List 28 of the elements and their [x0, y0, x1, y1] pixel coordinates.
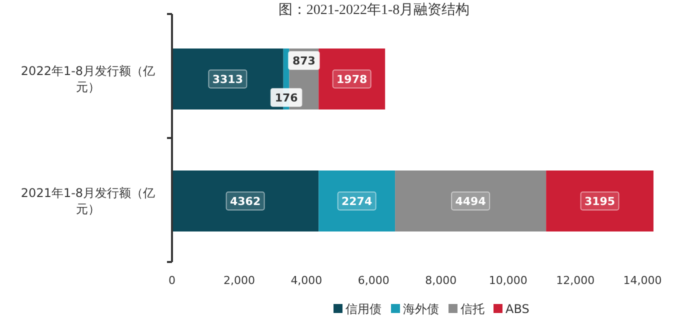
bar [172, 170, 319, 232]
x-tick-label: 8,000 [425, 274, 457, 287]
y-tick-label: 2021年1-8月发行额（亿元） [20, 186, 156, 216]
data-label: 176 [274, 92, 298, 104]
legend-label: 信用债 [346, 302, 382, 316]
data-label: 4362 [230, 195, 261, 208]
bar [318, 48, 386, 110]
x-tick-label: 10,000 [488, 274, 528, 287]
legend-label: 信托 [460, 302, 484, 316]
bar [318, 170, 396, 232]
x-tick-label: 0 [168, 274, 176, 287]
data-label: 4494 [455, 195, 486, 208]
x-tick-label: 6,000 [358, 274, 390, 287]
data-label: 1978 [336, 73, 368, 86]
data-label: 3313 [212, 73, 243, 86]
x-tick-label: 12,000 [556, 274, 595, 287]
y-tick-label: 2022年1-8月发行额（亿元） [20, 64, 156, 94]
legend-label: ABS [506, 302, 530, 316]
x-tick-label: 4,000 [290, 274, 322, 287]
bar [395, 170, 546, 232]
x-tick-label: 2,000 [223, 274, 255, 287]
chart-title: 图：2021-2022年1-8月融资结构 [278, 2, 470, 18]
data-label: 873 [292, 54, 316, 68]
data-label: 3195 [584, 195, 616, 208]
x-tick-label: 14,000 [623, 274, 662, 287]
legend-label: 海外债 [403, 302, 439, 316]
data-label: 2274 [342, 195, 372, 208]
bar [546, 170, 654, 232]
